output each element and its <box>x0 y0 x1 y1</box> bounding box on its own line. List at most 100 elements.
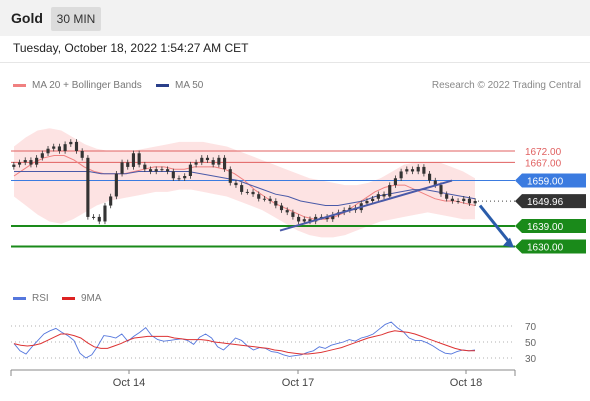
rsi-tick-30: 30 <box>525 354 537 365</box>
candle-body <box>194 162 198 165</box>
level-label-1639.00: 1639.00 <box>527 222 564 233</box>
candle-body <box>274 201 278 206</box>
candle-body <box>445 194 449 199</box>
candle-body <box>114 173 118 197</box>
candle-body <box>35 157 39 165</box>
candle-body <box>302 219 306 222</box>
candle-body <box>433 180 437 186</box>
x-tick-label-Oct-17: Oct 17 <box>282 377 314 389</box>
candle-body <box>131 153 136 167</box>
rsi-line <box>13 321 476 359</box>
candle-body <box>154 169 158 172</box>
candle-body <box>80 151 84 158</box>
projection-arrow-shaft <box>478 204 512 244</box>
candle-body <box>57 146 61 151</box>
candle-body <box>228 169 232 183</box>
candle-body <box>388 185 392 197</box>
candle-body <box>399 171 403 179</box>
candle-body <box>223 157 227 170</box>
legend-rsi-ma-label: 9MA <box>81 293 102 304</box>
rsi-swatch <box>13 296 26 300</box>
candle-body <box>251 191 255 195</box>
candle-body <box>103 205 107 222</box>
candle-body <box>23 160 27 163</box>
candle-body <box>268 198 272 201</box>
candle-body <box>393 178 397 186</box>
legend-ma20: MA 20 + Bollinger Bands <box>13 80 142 91</box>
candle-body <box>279 205 284 211</box>
candle-body <box>166 169 170 172</box>
legend-rsi: RSI <box>13 293 49 304</box>
candle-body <box>456 201 460 202</box>
candle-body <box>126 162 130 167</box>
candle-body <box>29 160 33 165</box>
candle-body <box>120 162 124 174</box>
candle-body <box>74 141 79 151</box>
candle-body <box>473 201 477 204</box>
candle-body <box>92 216 96 218</box>
candle-body <box>257 194 261 199</box>
legend-rsi-label: RSI <box>32 293 49 304</box>
candle-body <box>291 212 295 217</box>
candle-body <box>217 157 221 165</box>
timestamp: Tuesday, October 18, 2022 1:54:27 AM CET <box>13 41 249 55</box>
candle-body <box>428 173 432 181</box>
candle-body <box>405 169 409 172</box>
level-label-1659.00: 1659.00 <box>527 177 564 188</box>
level-label-1649.96: 1649.96 <box>527 197 564 208</box>
candle-body <box>262 198 266 200</box>
candle-body <box>376 194 380 199</box>
candle-body <box>462 198 466 201</box>
candle-body <box>40 153 44 158</box>
level-label-1672.00: 1672.00 <box>525 147 562 158</box>
candle-body <box>422 166 426 174</box>
candle-body <box>137 153 141 165</box>
candle-body <box>319 216 323 218</box>
rsi-ma-swatch <box>62 296 75 300</box>
header-bar: Gold 30 MIN <box>0 0 590 36</box>
candle-body <box>97 216 101 222</box>
candle-body <box>148 169 153 172</box>
candle-body <box>12 164 16 167</box>
candle-body <box>297 216 301 222</box>
candle-body <box>52 146 56 149</box>
candle-body <box>205 157 210 161</box>
credit-text: Research © 2022 Trading Central <box>431 80 581 91</box>
x-tick-label-Oct-14: Oct 14 <box>113 377 145 389</box>
ma50-line <box>14 171 476 206</box>
rsi-ma-line <box>13 330 475 355</box>
candle-body <box>245 191 249 193</box>
projection-arrow-head <box>503 237 514 248</box>
level-label-1667.00: 1667.00 <box>525 158 562 169</box>
candle-body <box>365 201 369 204</box>
candle-body <box>348 207 352 211</box>
level-tag-1659.00 <box>515 173 586 188</box>
candle-body <box>69 141 73 145</box>
candle-body <box>200 157 204 163</box>
candle-body <box>240 185 244 192</box>
candle-body <box>46 148 50 154</box>
timeframe-button[interactable]: 30 MIN <box>51 7 101 31</box>
candle-body <box>308 219 312 222</box>
candle-body <box>17 162 22 165</box>
candle-body <box>160 169 164 171</box>
candle-body <box>325 216 329 220</box>
candle-body <box>416 166 420 172</box>
candle-body <box>183 176 187 179</box>
level-label-1630.00: 1630.00 <box>527 242 564 253</box>
candle-body <box>371 198 375 201</box>
candle-body <box>285 210 289 213</box>
legend-ma50-label: MA 50 <box>175 80 204 91</box>
candle-body <box>171 171 175 179</box>
level-tag-1639.00 <box>515 219 586 233</box>
candle-body <box>143 164 147 170</box>
trend-line <box>279 179 453 232</box>
candle-body <box>382 194 386 197</box>
ma20-swatch <box>13 83 26 87</box>
candle-body <box>439 185 443 195</box>
candle-body <box>211 160 215 165</box>
ma20-line <box>13 155 476 220</box>
legend-ma20-label: MA 20 + Bollinger Bands <box>32 80 142 91</box>
level-tag-1630.00 <box>515 239 586 254</box>
